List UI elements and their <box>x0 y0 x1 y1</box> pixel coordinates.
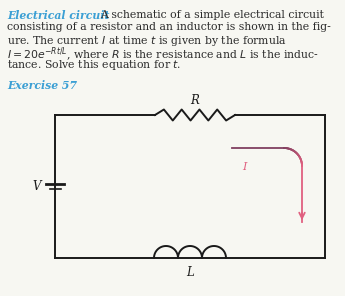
Text: L: L <box>186 266 194 279</box>
Text: ure. The current $I$ at time $t$ is given by the formula: ure. The current $I$ at time $t$ is give… <box>7 34 287 48</box>
Text: Electrical circuit: Electrical circuit <box>7 10 109 21</box>
Text: I: I <box>242 162 246 172</box>
Text: R: R <box>190 94 199 107</box>
Text: consisting of a resistor and an inductor is shown in the fig-: consisting of a resistor and an inductor… <box>7 22 331 32</box>
Text: $I = 20e^{-Rt/L}$, where $R$ is the resistance and $L$ is the induc-: $I = 20e^{-Rt/L}$, where $R$ is the resi… <box>7 46 319 64</box>
Text: A schematic of a simple electrical circuit: A schematic of a simple electrical circu… <box>100 10 324 20</box>
Text: tance. Solve this equation for $t$.: tance. Solve this equation for $t$. <box>7 58 181 72</box>
Text: V: V <box>32 180 41 193</box>
Text: Exercise 57: Exercise 57 <box>7 80 77 91</box>
